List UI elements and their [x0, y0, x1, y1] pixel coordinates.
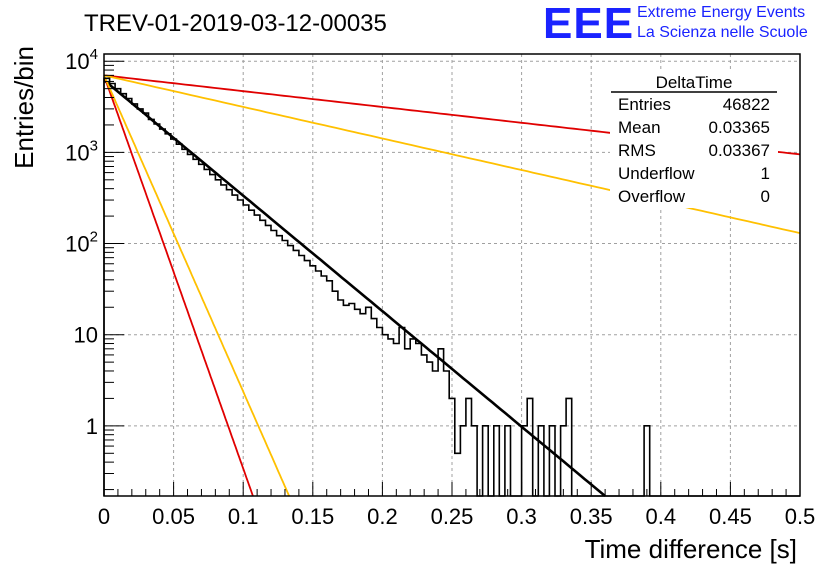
stats-label-underflow: Underflow	[618, 164, 695, 183]
fit-curve-3	[103, 75, 254, 497]
stats-value-entries: 46822	[723, 95, 770, 114]
x-tick-label: 0.05	[152, 504, 195, 529]
y-tick-label: 102	[65, 229, 98, 257]
x-tick-label: 0.4	[646, 504, 677, 529]
stats-label-entries: Entries	[618, 95, 671, 114]
x-tick-layer: 0 0.05 0.1 0.15 0.2 0.25 0.3 0.35 0.4 0.45 0.5	[98, 504, 815, 529]
stats-value-overflow: 0	[761, 187, 770, 206]
y-tick-label: 104	[65, 46, 98, 74]
x-tick-label: 0.5	[785, 504, 816, 529]
stats-box: DeltaTime Entries 46822 Mean 0.03365 RMS…	[610, 72, 778, 208]
stats-value-rms: 0.03367	[709, 141, 770, 160]
stats-label-overflow: Overflow	[618, 187, 686, 206]
stats-box-bg	[610, 72, 778, 208]
x-tick-label: 0.45	[709, 504, 752, 529]
frame-layer	[103, 53, 801, 497]
y-tick-layer: 1 10 102 103 104	[65, 46, 98, 439]
x-tick-label: 0.1	[228, 504, 259, 529]
eee-logo: EEE	[543, 0, 635, 48]
y-tick-label: 10	[74, 323, 98, 348]
x-tick-label: 0.2	[367, 504, 398, 529]
y-tick-label: 1	[86, 414, 98, 439]
stats-label-mean: Mean	[618, 118, 661, 137]
stats-value-mean: 0.03365	[709, 118, 770, 137]
fit-curve-4	[103, 74, 290, 497]
stats-label-rms: RMS	[618, 141, 656, 160]
logo-line1: Extreme Energy Events	[637, 4, 806, 21]
x-tick-label: 0.25	[431, 504, 474, 529]
y-tick-label: 103	[65, 137, 98, 165]
stats-box-name: DeltaTime	[656, 73, 733, 92]
plot-frame	[103, 53, 801, 497]
stats-value-underflow: 1	[761, 164, 770, 183]
x-tick-label: 0	[98, 504, 110, 529]
x-tick-label: 0.35	[570, 504, 613, 529]
x-axis-label: Time difference [s]	[585, 534, 797, 564]
plot-title: TREV-01-2019-03-12-00035	[84, 10, 387, 37]
x-tick-label: 0.15	[291, 504, 334, 529]
x-tick-label: 0.3	[506, 504, 537, 529]
logo-line2: La Scienza nelle Scuole	[637, 24, 808, 41]
grid-layer	[104, 54, 800, 496]
y-axis-label: Entries/bin	[9, 46, 39, 169]
